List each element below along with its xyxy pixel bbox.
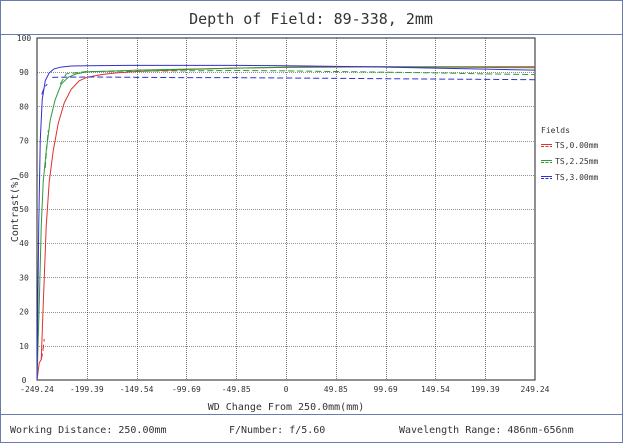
wavelength-range: Wavelength Range: 486nm-656nm [399,425,574,436]
y-tick-label: 80 [19,102,29,111]
legend-entries: TS,0.00mm TS,2.25mm TS,3.00mm [541,141,599,182]
y-tick-label: 0 [22,376,27,385]
x-axis-ticks: -249.24 -199.39 -149.54 -99.69 -49.85 0 49.85 9… [20,385,549,394]
series-line-ts-0-00mm-sagittal [40,338,45,360]
x-tick-label: -149.54 [120,385,154,394]
legend-label: TS,2.25mm [555,157,599,166]
x-tick-label: -249.24 [20,385,54,394]
y-tick-label: 10 [19,342,29,351]
chart-title: Depth of Field: 89-338, 2mm [189,10,433,28]
x-tick-label: -99.69 [172,385,201,394]
x-tick-label: 199.39 [471,385,500,394]
x-tick-label: 149.54 [421,385,450,394]
series-layer [36,64,536,381]
y-tick-label: 40 [19,239,29,248]
legend-label: TS,3.00mm [555,173,599,182]
grid [37,38,535,380]
y-tick-label: 100 [17,34,32,43]
x-tick-label: 49.85 [324,385,348,394]
y-tick-label: 50 [19,205,29,214]
x-tick-label: -199.39 [70,385,104,394]
x-axis-label: WD Change From 250.0mm(mm) [208,402,365,413]
y-tick-label: 30 [19,273,29,282]
legend: Fields TS,0.00mm TS,2.25mm TS,3.00mm [541,126,599,182]
y-tick-label: 70 [19,137,29,146]
y-axis-label: Contrast(%) [10,176,21,242]
series-line-ts-3-00mm-tangential [36,64,536,381]
y-tick-label: 90 [19,68,29,77]
y-axis-ticks: 0 10 20 30 40 50 60 70 80 90 100 [17,34,32,385]
f-number: F/Number: f/5.60 [229,425,325,436]
legend-label: TS,0.00mm [555,141,599,150]
y-tick-label: 60 [19,171,29,180]
series-line-ts-3-00mm-sagittal [41,83,48,95]
working-distance: Working Distance: 250.00mm [10,425,167,436]
y-tick-label: 20 [19,308,29,317]
x-tick-label: -49.85 [222,385,251,394]
series-line-ts-3-00mm-sagittal [52,76,536,81]
plot-border [36,37,536,381]
x-tick-label: 249.24 [521,385,550,394]
x-tick-label: 0 [284,385,289,394]
x-tick-label: 99.69 [374,385,398,394]
series-line-ts-2-25mm-sagittal [59,69,536,85]
series-line-ts-2-25mm-sagittal [44,130,49,168]
legend-title: Fields [541,126,570,135]
